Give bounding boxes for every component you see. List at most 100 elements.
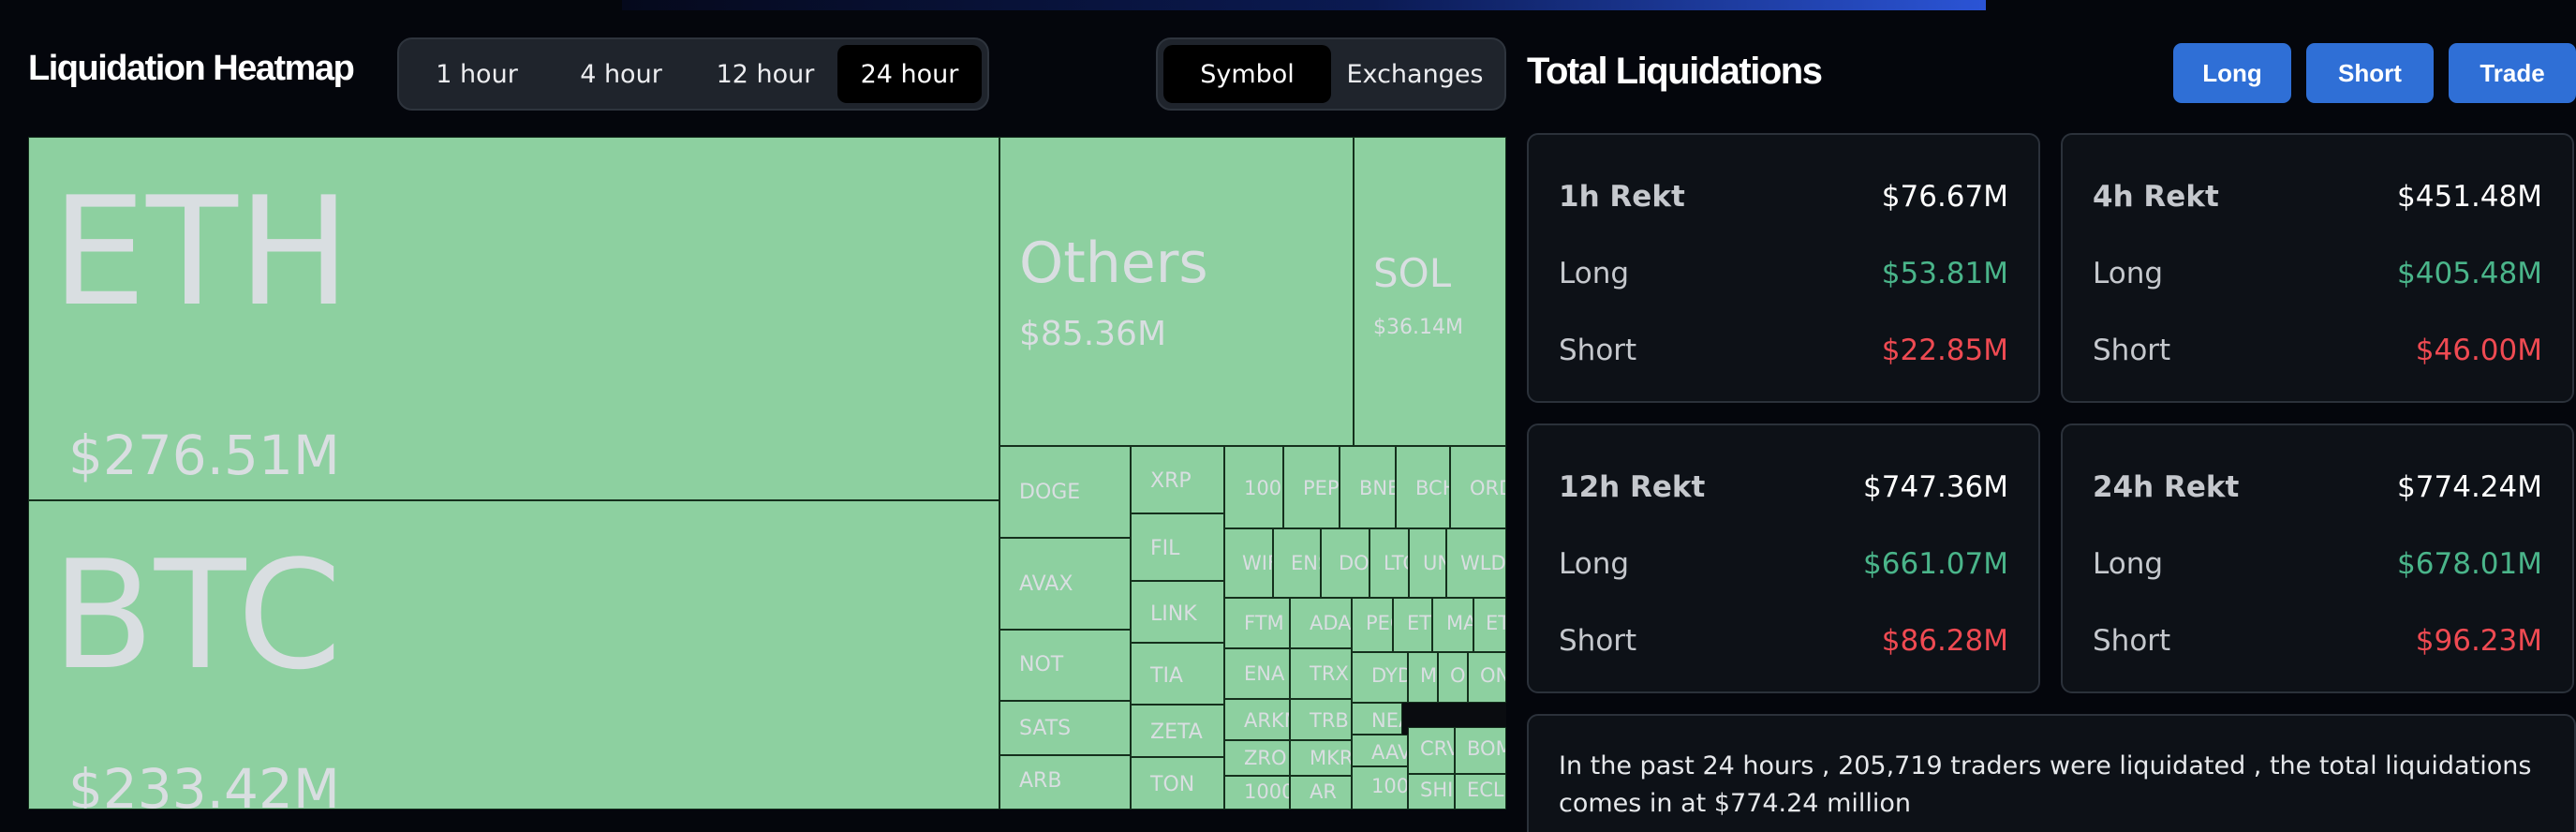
card-total: $747.36M (1863, 470, 2008, 504)
treemap-tile[interactable]: AVAX (999, 538, 1131, 630)
treemap-tile[interactable]: 1000SHIB (1224, 776, 1290, 810)
range-24-hour-button[interactable]: 24 hour (837, 45, 982, 103)
long-label: Long (1559, 547, 1630, 581)
treemap-tile[interactable]: FIL (1131, 513, 1224, 581)
treemap-tile[interactable]: WIF (1224, 528, 1273, 598)
short-button[interactable]: Short (2306, 43, 2434, 103)
card-title: 12h Rekt (1559, 470, 1706, 504)
treemap-tile[interactable]: ZETA (1131, 705, 1224, 757)
tile-liquidation-value: $233.42M (68, 757, 340, 810)
tile-symbol-label: TRB (1310, 709, 1349, 732)
treemap-tile[interactable]: TON (1131, 757, 1224, 810)
treemap-tile[interactable]: PEPE (1283, 446, 1340, 528)
tile-symbol-label: SHIB (1420, 779, 1454, 801)
treemap-tile[interactable]: BNB (1340, 446, 1396, 528)
treemap-tile[interactable]: PEOPLE (1352, 598, 1393, 652)
treemap-tile[interactable]: ETC (1473, 598, 1506, 652)
long-button[interactable]: Long (2173, 43, 2291, 103)
treemap-tile[interactable]: BOME (1455, 727, 1506, 774)
symbol-mode-button[interactable]: Symbol (1163, 45, 1331, 103)
total-liquidations-title: Total Liquidations (1527, 51, 1823, 92)
treemap-tile[interactable]: ARB (999, 755, 1131, 810)
treemap-tile[interactable]: 1000PEPE (1224, 446, 1283, 528)
tile-symbol-label: ARKM (1244, 709, 1289, 732)
treemap-tile[interactable]: SHIB (1408, 774, 1455, 810)
treemap-tile[interactable]: ZRO (1224, 740, 1290, 776)
tile-symbol-label: ZRO (1244, 747, 1287, 769)
treemap-tile[interactable]: BTC $233.42M (28, 500, 999, 810)
treemap-tile[interactable]: NEAR (1352, 703, 1402, 735)
range-12-hour-button[interactable]: 12 hour (716, 59, 815, 89)
treemap-tile[interactable]: DOT (1321, 528, 1369, 598)
tile-symbol-label: BOME (1467, 737, 1505, 760)
treemap-tile[interactable]: TRX (1290, 648, 1352, 699)
treemap-tile[interactable]: AAVE (1352, 735, 1408, 766)
treemap-tile[interactable]: BCH (1396, 446, 1450, 528)
tile-symbol-label: ONDO (1480, 664, 1505, 687)
treemap-tile[interactable]: ARKM (1224, 699, 1290, 740)
tile-symbol-label: ZETA (1150, 721, 1203, 744)
tile-symbol-label: 1000SHIB (1244, 780, 1290, 803)
tile-symbol-label: LTC (1384, 552, 1408, 574)
treemap-tile[interactable]: WLD (1446, 528, 1506, 598)
treemap-tile[interactable]: MATIC (1432, 598, 1473, 652)
tile-symbol-label: DOGE (1019, 481, 1081, 504)
long-label: Long (2093, 257, 2164, 290)
tile-symbol-label: NEAR (1371, 709, 1401, 732)
card-title: 24h Rekt (2093, 470, 2240, 504)
treemap-tile[interactable]: OP (1438, 652, 1468, 703)
tile-symbol-label: ETH (52, 164, 351, 339)
treemap-tile[interactable]: TIA (1131, 643, 1224, 705)
tile-symbol-label: TON (1150, 773, 1195, 796)
treemap-tile[interactable]: FTM (1224, 598, 1290, 648)
treemap-tile[interactable]: CRV (1408, 727, 1455, 774)
treemap-tile[interactable]: ORDI (1450, 446, 1506, 528)
treemap-tile[interactable]: UNI (1409, 528, 1446, 598)
treemap-tile[interactable]: ENA (1224, 648, 1290, 699)
exchanges-mode-button[interactable]: Exchanges (1346, 59, 1484, 89)
treemap-tile[interactable]: LTC (1369, 528, 1409, 598)
tile-liquidation-value: $85.36M (1019, 315, 1167, 353)
treemap-tile[interactable]: TRB (1290, 699, 1352, 740)
tile-symbol-label: FTM (1244, 612, 1284, 634)
trade-button[interactable]: Trade (2449, 43, 2576, 103)
liquidation-treemap: ETH $276.51M BTC $233.42M Others $85.36M SOL $3… (28, 137, 1506, 810)
rekt-card-4h: 4h Rekt $451.48M Long $405.48M Short $46.00… (2061, 133, 2574, 403)
treemap-tile[interactable]: MKR (1290, 740, 1352, 776)
treemap-tile[interactable]: 1000BONK (1352, 766, 1408, 810)
card-total: $774.24M (2397, 470, 2542, 504)
tile-symbol-label: BCH (1415, 477, 1449, 499)
treemap-tile[interactable]: ADA (1290, 598, 1352, 648)
treemap-tile[interactable]: LINK (1131, 581, 1224, 643)
range-1-hour-button[interactable]: 1 hour (436, 59, 518, 89)
treemap-tile[interactable]: ECLIPSE (1455, 774, 1506, 810)
tile-symbol-label: AAVE (1371, 741, 1407, 764)
treemap-tile[interactable]: DYDX (1352, 652, 1408, 703)
rekt-card-1h: 1h Rekt $76.67M Long $53.81M Short $22.85M (1527, 133, 2040, 403)
tile-symbol-label: BNB (1359, 477, 1395, 499)
view-mode-selector: Symbol Exchanges (1156, 37, 1506, 111)
treemap-tile[interactable]: ETH $276.51M (28, 137, 999, 500)
treemap-tile[interactable]: AR (1290, 776, 1352, 810)
treemap-tile[interactable]: SATS (999, 701, 1131, 755)
treemap-tile[interactable]: DOGE (999, 446, 1131, 538)
long-value: $678.01M (2397, 547, 2542, 581)
tile-symbol-label: SATS (1019, 717, 1072, 740)
treemap-tile[interactable]: ONDO (1468, 652, 1506, 703)
tile-symbol-label: ENA (1244, 662, 1285, 685)
treemap-tile[interactable]: ETC (1393, 598, 1432, 652)
treemap-tile[interactable]: XRP (1131, 446, 1224, 513)
treemap-tile[interactable]: NOT (999, 630, 1131, 701)
card-title: 4h Rekt (2093, 180, 2219, 214)
range-4-hour-button[interactable]: 4 hour (580, 59, 662, 89)
tile-symbol-label: ETC (1407, 612, 1431, 634)
treemap-tile[interactable]: Others $85.36M (999, 137, 1354, 446)
treemap-tile[interactable]: ENS (1273, 528, 1321, 598)
time-range-selector: 1 hour 4 hour 12 hour 24 hour (397, 37, 989, 111)
treemap-tile[interactable]: SOL $36.14M (1354, 137, 1506, 446)
short-label: Short (2093, 334, 2171, 367)
tile-symbol-label: ETC (1486, 612, 1505, 634)
tile-symbol-label: OP (1450, 664, 1467, 687)
treemap-tile[interactable]: MEW (1408, 652, 1438, 703)
tile-symbol-label: DOT (1339, 552, 1369, 574)
